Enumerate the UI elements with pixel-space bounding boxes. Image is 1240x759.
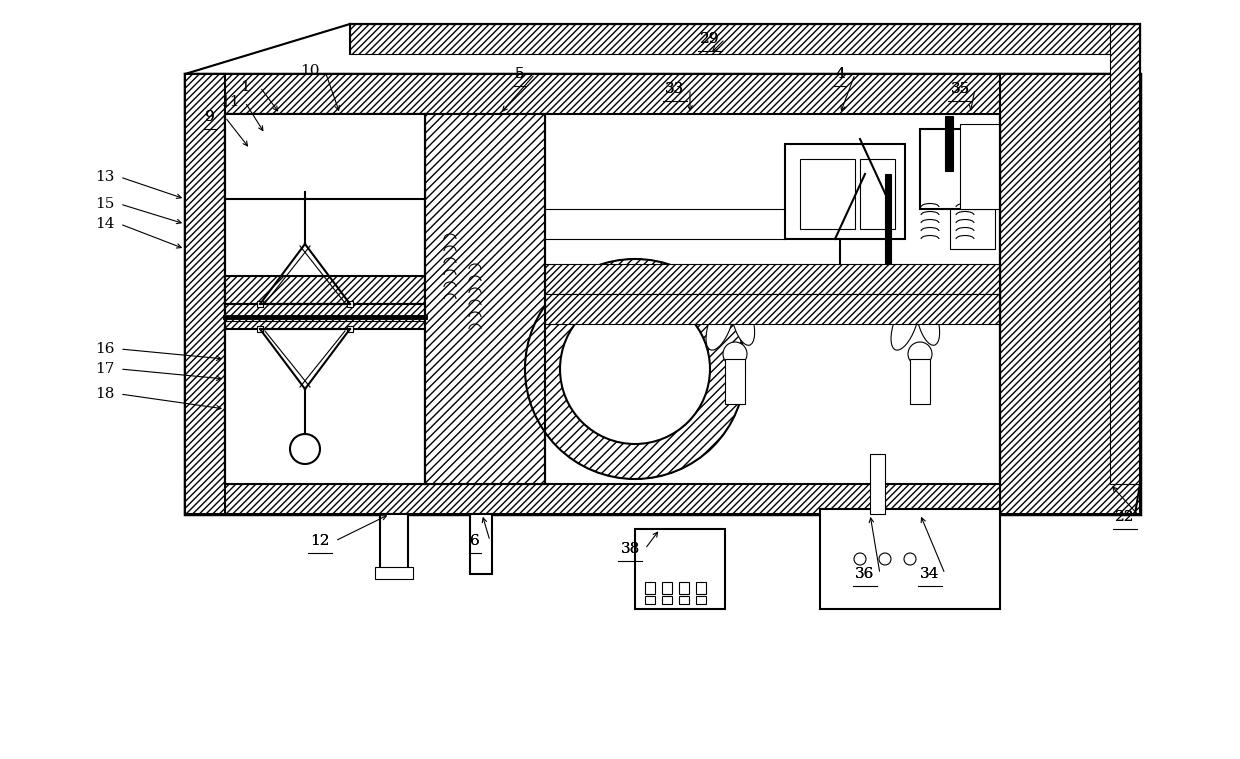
Circle shape xyxy=(286,156,322,192)
Text: 36: 36 xyxy=(856,567,874,581)
Text: 29: 29 xyxy=(701,32,719,46)
Bar xyxy=(680,596,689,604)
Bar xyxy=(635,529,725,609)
Bar xyxy=(546,264,999,294)
Bar xyxy=(645,596,655,604)
Text: 9: 9 xyxy=(205,110,215,124)
Bar xyxy=(379,514,408,574)
Bar xyxy=(861,159,895,229)
Text: 34: 34 xyxy=(920,567,940,581)
Text: 14: 14 xyxy=(95,217,115,231)
Circle shape xyxy=(904,553,916,565)
Bar xyxy=(185,74,224,514)
Bar xyxy=(920,129,985,209)
Bar xyxy=(257,301,263,307)
Text: 38: 38 xyxy=(620,542,640,556)
Bar xyxy=(347,326,353,332)
Text: 11: 11 xyxy=(221,95,239,109)
Text: 33: 33 xyxy=(666,82,684,96)
Text: 18: 18 xyxy=(95,387,114,401)
Text: 9: 9 xyxy=(205,110,215,124)
Bar xyxy=(374,567,413,579)
Bar xyxy=(662,582,672,594)
Circle shape xyxy=(290,434,320,464)
Ellipse shape xyxy=(706,298,734,350)
Bar xyxy=(662,596,672,604)
Bar xyxy=(1110,24,1140,484)
Text: 5: 5 xyxy=(515,67,525,81)
Bar xyxy=(680,582,689,594)
Bar xyxy=(885,174,892,264)
Bar xyxy=(257,326,263,332)
Text: 6: 6 xyxy=(470,534,480,548)
Bar xyxy=(347,301,353,307)
Bar xyxy=(185,484,1140,514)
Text: 33: 33 xyxy=(666,82,684,96)
Bar xyxy=(645,582,655,594)
Bar xyxy=(425,114,546,484)
Ellipse shape xyxy=(732,297,755,345)
Text: 4: 4 xyxy=(835,67,844,81)
Text: 15: 15 xyxy=(95,197,114,211)
Ellipse shape xyxy=(916,297,940,345)
Bar xyxy=(224,114,425,484)
Text: 17: 17 xyxy=(95,362,114,376)
Text: 22: 22 xyxy=(1115,510,1135,524)
Bar xyxy=(696,582,706,594)
Bar xyxy=(960,124,999,209)
Bar xyxy=(185,74,1140,114)
Bar xyxy=(910,359,930,404)
Text: 10: 10 xyxy=(300,64,320,78)
Text: 12: 12 xyxy=(310,534,330,548)
Ellipse shape xyxy=(892,298,919,350)
Text: 35: 35 xyxy=(950,82,970,96)
Circle shape xyxy=(723,342,746,366)
Circle shape xyxy=(525,259,745,479)
Text: 4: 4 xyxy=(835,67,844,81)
Bar xyxy=(224,114,425,199)
Bar xyxy=(870,454,885,514)
Circle shape xyxy=(854,553,866,565)
Text: 6: 6 xyxy=(470,534,480,548)
Bar xyxy=(950,209,994,249)
Text: 35: 35 xyxy=(950,82,970,96)
Bar xyxy=(696,596,706,604)
Bar xyxy=(725,359,745,404)
Bar xyxy=(785,144,905,239)
Text: 36: 36 xyxy=(856,567,874,581)
Text: 12: 12 xyxy=(310,534,330,548)
Bar xyxy=(350,24,1140,54)
Bar xyxy=(800,159,856,229)
Text: 22: 22 xyxy=(1115,510,1135,524)
Bar xyxy=(224,276,425,304)
Text: 29: 29 xyxy=(701,32,719,46)
Text: 5: 5 xyxy=(515,67,525,81)
Text: 1: 1 xyxy=(241,80,250,94)
Text: 16: 16 xyxy=(95,342,115,356)
Bar xyxy=(224,304,425,329)
Bar xyxy=(820,509,999,609)
Circle shape xyxy=(908,342,932,366)
Bar xyxy=(546,294,999,324)
Circle shape xyxy=(879,553,892,565)
Text: 34: 34 xyxy=(920,567,940,581)
Text: 38: 38 xyxy=(620,542,640,556)
Bar xyxy=(470,514,492,574)
Bar xyxy=(185,74,1140,514)
Text: 13: 13 xyxy=(95,170,114,184)
Circle shape xyxy=(560,294,711,444)
Bar xyxy=(999,74,1140,514)
Bar xyxy=(945,116,954,171)
